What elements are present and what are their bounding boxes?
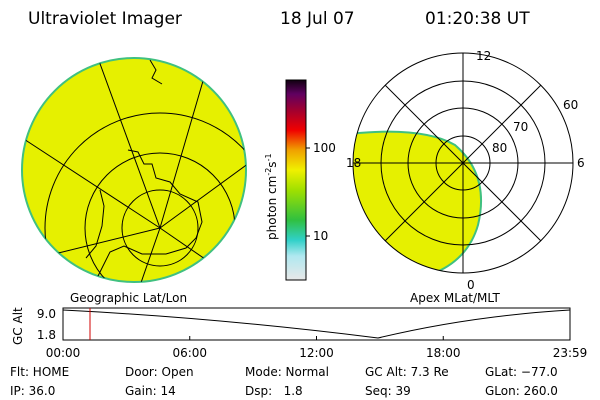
mlt-label: 12	[476, 49, 491, 63]
status-field: GLat: −77.0	[485, 365, 558, 379]
unit-part: photon cm	[265, 176, 279, 240]
geo-map	[21, 57, 247, 283]
mlt-label: 6	[577, 156, 585, 170]
status-field: Flt: HOME	[10, 365, 69, 379]
unit-part: -2	[264, 168, 273, 176]
status-field: Mode: Normal	[245, 365, 329, 379]
status-field: GC Alt: 7.3 Re	[365, 365, 449, 379]
status-field: Seq: 39	[365, 384, 411, 398]
alt-curve	[62, 309, 571, 339]
status-field: IP: 36.0	[10, 384, 55, 398]
colorbar-tick-label: 10	[313, 229, 328, 243]
lat-label: 80	[492, 141, 507, 155]
lat-label: 60	[563, 98, 578, 112]
instrument: Ultraviolet Imager	[28, 9, 182, 29]
alt-ytick: 9.0	[37, 307, 56, 321]
alt-xtick-label: 06:00	[172, 346, 207, 360]
date: 18 Jul 07	[280, 9, 355, 29]
alt-xtick-label: 23:59	[553, 346, 588, 360]
status-field: Gain: 14	[125, 384, 176, 398]
unit-part: s	[265, 161, 279, 167]
geo-label: Geographic Lat/Lon	[70, 291, 187, 305]
alt-plot-frame	[62, 307, 571, 341]
polar-label: Apex MLat/MLT	[410, 291, 500, 305]
status-field: GLon: 260.0	[485, 384, 558, 398]
mlt-label: 0	[467, 278, 475, 292]
colorbar-unit: photon cm-2s-1	[264, 153, 279, 240]
status-field: Dsp: 1.8	[245, 384, 303, 398]
polar-map	[352, 52, 574, 274]
alt-xtick-label: 12:00	[299, 346, 334, 360]
unit-part: -1	[264, 153, 273, 161]
alt-xtick-label: 00:00	[46, 346, 81, 360]
time: 01:20:38 UT	[425, 9, 530, 29]
colorbar-tick-label: 100	[313, 141, 336, 155]
alt-ylabel: GC Alt	[11, 307, 25, 345]
lat-label: 70	[513, 120, 528, 134]
status-field: Door: Open	[125, 365, 194, 379]
alt-ytick: 1.8	[37, 328, 56, 342]
colorbar	[285, 79, 307, 281]
mlt-label: 18	[346, 156, 361, 170]
alt-xtick-label: 18:00	[426, 346, 461, 360]
